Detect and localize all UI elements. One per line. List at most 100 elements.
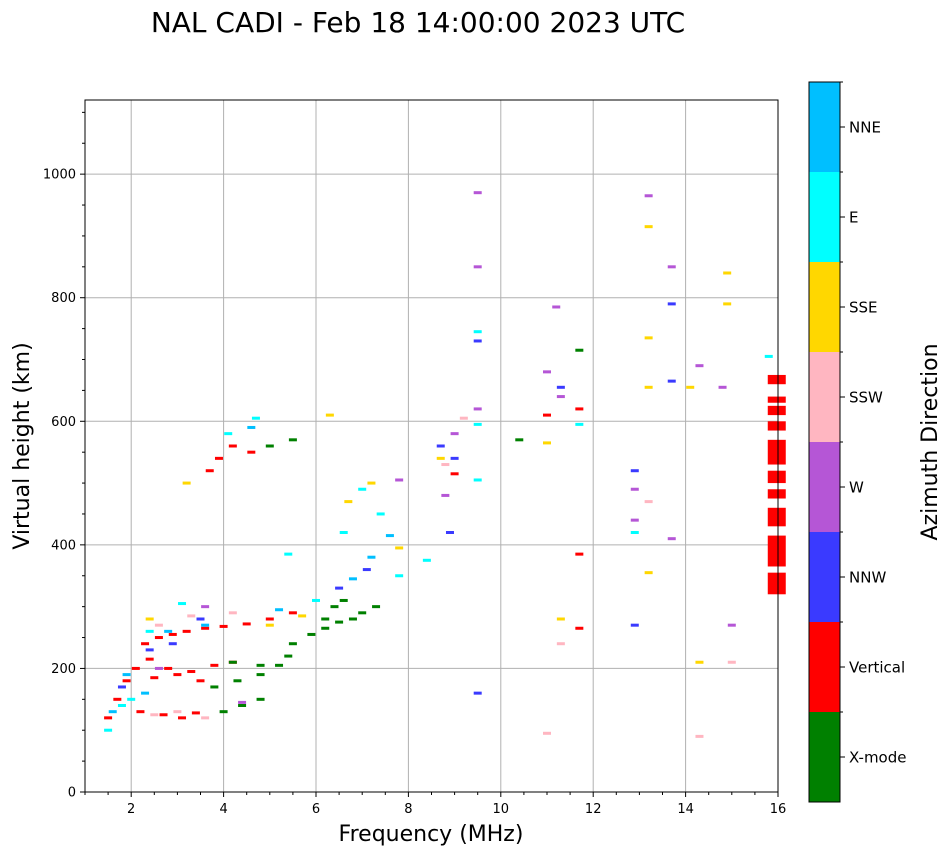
- echo-point: [556, 395, 565, 399]
- x-tick-label: 10: [493, 802, 510, 817]
- echo-point: [330, 605, 339, 609]
- echo-point: [145, 617, 154, 621]
- echo-point: [256, 663, 265, 667]
- echo-point: [141, 642, 150, 646]
- echo-point: [173, 673, 182, 677]
- echo-point: [348, 617, 357, 621]
- colorbar-segment: [809, 442, 840, 532]
- echo-point: [695, 660, 704, 664]
- echo-point: [575, 407, 584, 411]
- colorbar-label-ssw: SSW: [849, 389, 883, 407]
- echo-point: [630, 469, 639, 473]
- echo-point: [335, 620, 344, 624]
- y-axis-ticks: 0 200 400 600 800 1000: [43, 111, 85, 801]
- echo-point: [228, 660, 237, 664]
- grid-lines: [85, 100, 779, 793]
- echo-point: [210, 685, 219, 689]
- echo-point: [168, 632, 177, 636]
- colorbar-segments: [809, 82, 840, 802]
- echo-point: [154, 636, 163, 640]
- echo-point: [348, 577, 357, 581]
- echo-point: [473, 407, 482, 411]
- echo-point: [441, 463, 450, 467]
- echo-point: [321, 617, 330, 621]
- echo-point: [242, 622, 251, 626]
- echo-point: [436, 456, 445, 460]
- echo-point: [284, 552, 293, 556]
- echo-point: [575, 422, 584, 426]
- echo-point: [141, 691, 150, 695]
- echo-point: [136, 710, 145, 714]
- echo-point: [473, 330, 482, 334]
- colorbar-label-e: E: [849, 209, 858, 227]
- echo-point: [154, 666, 163, 670]
- echo-point: [630, 623, 639, 627]
- echo-point: [358, 611, 367, 615]
- echo-point: [667, 379, 676, 383]
- vertical-streak-segment: [767, 374, 786, 385]
- colorbar-label-nne: NNE: [849, 119, 881, 137]
- echo-point: [395, 574, 404, 578]
- echo-point: [422, 558, 431, 562]
- vertical-streak-segment: [767, 405, 786, 416]
- echo-point: [575, 552, 584, 556]
- echo-point: [644, 336, 653, 340]
- y-tick-label: 400: [51, 538, 76, 553]
- echo-point: [644, 225, 653, 229]
- echo-point: [335, 586, 344, 590]
- echo-point: [372, 605, 381, 609]
- echo-point: [298, 614, 307, 618]
- echo-point: [515, 438, 524, 442]
- echo-point: [727, 623, 736, 627]
- echo-point: [686, 385, 695, 389]
- echo-point: [441, 493, 450, 497]
- echo-point: [178, 716, 187, 720]
- echo-point: [385, 534, 394, 538]
- echo-point: [288, 438, 297, 442]
- echo-point: [201, 623, 210, 627]
- echo-point: [191, 711, 200, 715]
- echo-point: [695, 734, 704, 738]
- echo-marks: [104, 191, 786, 738]
- echo-point: [219, 624, 228, 628]
- echo-point: [556, 385, 565, 389]
- echo-point: [117, 704, 126, 707]
- echo-point: [117, 685, 126, 689]
- vertical-streak-segment: [767, 470, 786, 484]
- echo-point: [473, 478, 482, 482]
- echo-point: [727, 660, 736, 664]
- echo-point: [224, 432, 233, 436]
- echo-point: [473, 265, 482, 269]
- echo-point: [238, 700, 247, 704]
- echo-point: [275, 608, 284, 612]
- echo-point: [436, 444, 445, 448]
- echo-point: [122, 679, 131, 683]
- echo-point: [667, 537, 676, 541]
- echo-point: [764, 354, 773, 358]
- echo-point: [575, 626, 584, 630]
- vertical-streak-segment: [767, 507, 786, 527]
- echo-point: [182, 481, 191, 485]
- x-axis-label: Frequency (MHz): [339, 822, 524, 847]
- echo-point: [473, 191, 482, 195]
- echo-point: [312, 598, 320, 602]
- echo-point: [376, 512, 385, 516]
- echo-point: [164, 666, 173, 670]
- echo-point: [358, 487, 367, 491]
- echo-point: [695, 364, 704, 368]
- echo-point: [630, 518, 639, 522]
- echo-point: [325, 413, 334, 417]
- colorbar-label-nnw: NNW: [849, 569, 886, 587]
- echo-point: [344, 500, 353, 504]
- colorbar-labels: X-mode Vertical NNW W SSW SSE E NNE: [840, 81, 906, 767]
- echo-point: [131, 666, 140, 670]
- echo-point: [168, 642, 177, 646]
- echo-point: [150, 676, 159, 680]
- echo-point: [187, 670, 196, 674]
- echo-point: [154, 623, 163, 627]
- echo-point: [196, 617, 205, 621]
- echo-point: [473, 339, 482, 343]
- echo-point: [233, 679, 242, 683]
- plot-area: 2 4 6 8 10 12 14 16 0 200 400 600 800 1000: [43, 99, 786, 817]
